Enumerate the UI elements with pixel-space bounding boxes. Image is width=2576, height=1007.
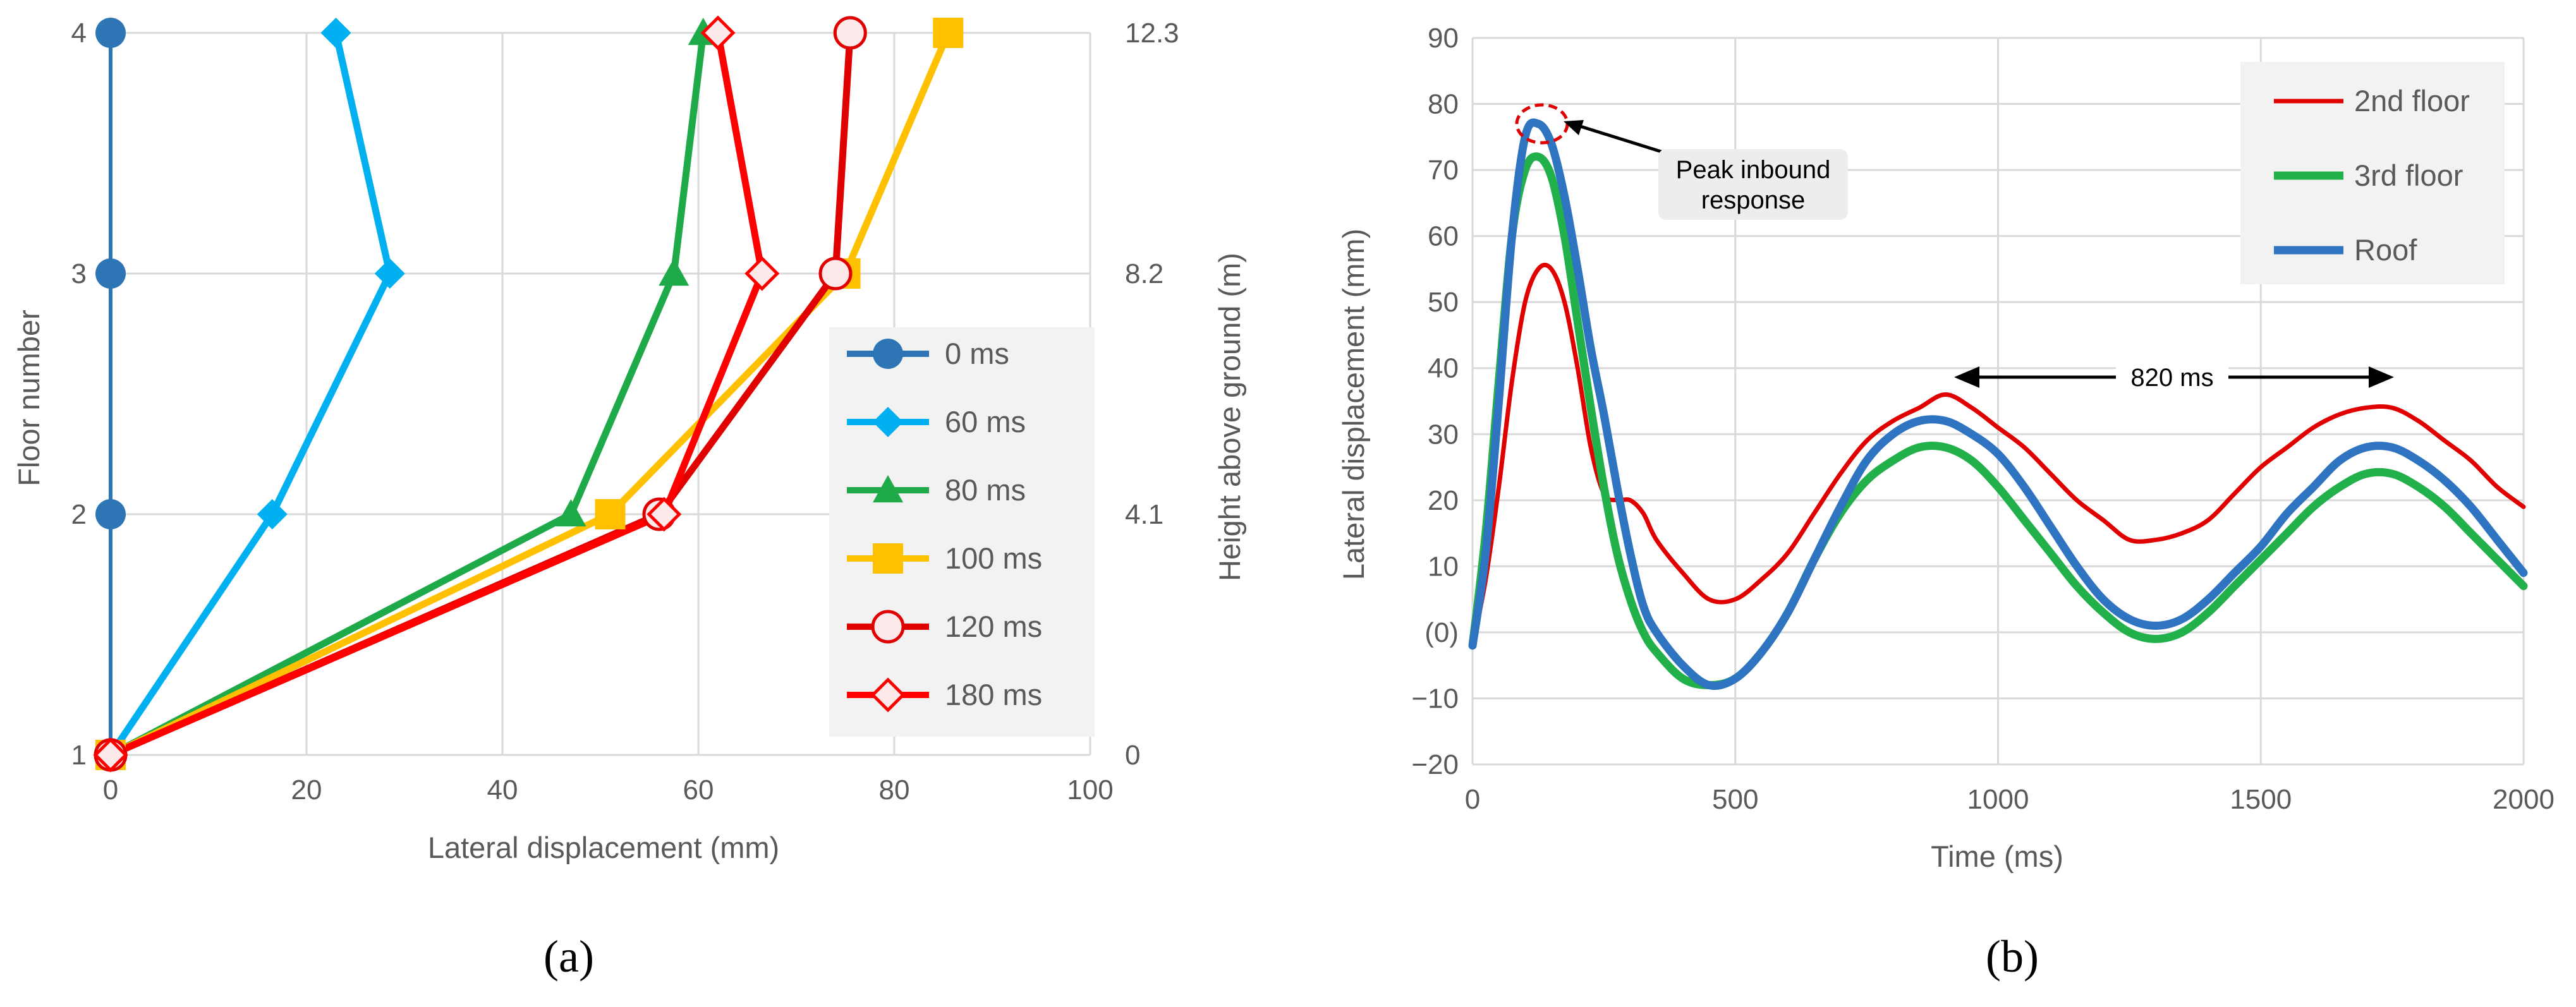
panel-a-series-line: [107, 32, 394, 757]
panel-b-y-tick-label: 80: [1428, 89, 1459, 120]
panel-a-y-right-tick-label: 8.2: [1125, 258, 1163, 289]
panel-a-legend-label: 80 ms: [945, 473, 1026, 507]
panel-b-caption: (b): [1986, 931, 2039, 982]
panel-b-y-tick-label: −20: [1411, 749, 1459, 780]
peak-arrow-head: [1564, 120, 1584, 135]
panel-b-series-line: [1468, 118, 2528, 690]
period-label: 820 ms: [2130, 364, 2213, 392]
panel-a-data-point: [818, 256, 853, 291]
panel-a-legend-marker: [873, 543, 903, 574]
panel-a-y-right-tick-label: 4.1: [1125, 499, 1163, 530]
panel-a-data-point: [93, 737, 128, 773]
peak-annotation-line1: Peak inbound: [1676, 156, 1831, 184]
panel-b-y-tick-label: 30: [1428, 419, 1459, 450]
panel-b-legend-label: 3rd floor: [2354, 159, 2463, 192]
panel-a-y-right-tick-label: 12.3: [1125, 18, 1179, 49]
panel-a-data-point: [374, 258, 405, 289]
panel-a-y-axis-right-label: Height above ground (m): [1213, 253, 1246, 581]
panel-b-x-tick-label: 1500: [2230, 784, 2292, 815]
panel-a-x-tick-label: 20: [291, 775, 322, 805]
panel-a-data-point: [95, 499, 126, 529]
panel-a-x-tick-label: 80: [879, 775, 910, 805]
panel-a-x-tick-label: 40: [487, 775, 518, 805]
panel-a-legend-label: 100 ms: [945, 541, 1042, 575]
panel-b-y-tick-label: 60: [1428, 221, 1459, 252]
panel-b-legend-label: Roof: [2354, 233, 2417, 267]
panel-a-legend-label: 180 ms: [945, 678, 1042, 711]
panel-a-data-point: [95, 18, 126, 48]
panel-b-x-tick-label: 0: [1465, 784, 1480, 815]
panel-b-chart: 0 500 1000 1500 2000 −20 −10 (0) 10 20 30 40 50 60 70 8…: [1337, 23, 2555, 982]
panel-a-data-point: [95, 258, 126, 289]
panel-a-caption: (a): [544, 931, 594, 982]
panel-b-y-tick-label: 70: [1428, 155, 1459, 186]
period-label-box: [2116, 358, 2228, 397]
panel-a-data-point: [647, 497, 682, 532]
panel-a-legend-box: [829, 327, 1095, 737]
panel-a-legend-label: 120 ms: [945, 610, 1042, 643]
panel-a-x-tick-label: 60: [683, 775, 714, 805]
panel-b-legend-label: 2nd floor: [2354, 84, 2470, 118]
panel-a-legend-marker: [870, 677, 906, 713]
panel-a-data-point: [933, 18, 964, 48]
panel-a-legend-label: 60 ms: [945, 405, 1026, 438]
panel-b-x-tick-label: 2000: [2493, 784, 2555, 815]
panel-a-legend-marker: [873, 475, 903, 503]
panel-b-y-tick-label: 10: [1428, 551, 1459, 582]
panel-b-y-tick-label: 20: [1428, 485, 1459, 516]
panel-a-data-point: [556, 499, 586, 527]
panel-a-y-tick-label: 4: [71, 18, 87, 49]
period-arrow-right-head: [2369, 366, 2394, 388]
panel-a-x-tick-label: 0: [103, 775, 118, 805]
panel-b-y-tick-label: (0): [1425, 617, 1459, 648]
panel-a-data-point: [595, 499, 626, 529]
panel-a-y-axis-label: Floor number: [12, 310, 46, 486]
panel-b-series-line: [1468, 152, 2528, 690]
panel-b-series-line: [1470, 262, 2526, 648]
peak-annotation-box: [1658, 149, 1848, 220]
panel-a-data-point: [659, 258, 690, 286]
panel-a-series-line: [109, 32, 766, 759]
panel-a-x-tick-label: 100: [1067, 775, 1113, 805]
panel-a-data-point: [700, 15, 736, 51]
period-arrow-left-head: [1954, 366, 1979, 388]
panel-a-data-point: [320, 18, 351, 48]
panel-a-y-tick-label: 2: [71, 499, 87, 530]
panel-b-x-tick-label: 1000: [1967, 784, 2029, 815]
panel-a-legend-marker: [871, 610, 905, 644]
panel-b-y-tick-label: 40: [1428, 353, 1459, 384]
panel-b-y-tick-label: 50: [1428, 287, 1459, 318]
peak-annotation-line2: response: [1701, 186, 1806, 214]
panel-a-series-line: [109, 32, 707, 758]
panel-a-y-right-tick-label: 0: [1125, 740, 1140, 771]
panel-b-y-tick-label: 90: [1428, 23, 1459, 54]
panel-a-legend-marker: [873, 339, 903, 369]
panel-b-y-tick-label: −10: [1411, 683, 1459, 714]
panel-a-data-point: [257, 499, 288, 529]
panel-b-x-tick-label: 500: [1712, 784, 1758, 815]
panel-a-legend-label: 0 ms: [945, 337, 1009, 370]
panel-a-legend-marker: [873, 407, 903, 437]
panel-a-y-tick-label: 3: [71, 258, 87, 289]
panel-b-x-axis-label: Time (ms): [1931, 840, 2063, 873]
panel-b-legend: 2nd floor 3rd floor Roof: [2240, 62, 2505, 284]
panel-a-x-axis-label: Lateral displacement (mm): [428, 831, 779, 864]
panel-a-series-line: [109, 31, 952, 758]
panel-a-y-tick-label: 1: [71, 740, 87, 771]
panel-a-legend: 0 ms 60 ms 80 ms 100 ms 120 ms 180 ms: [829, 327, 1095, 737]
panel-b-y-axis-label: Lateral displacement (mm): [1337, 229, 1370, 580]
panel-a-data-point: [833, 16, 867, 50]
panel-a-data-point: [744, 256, 780, 291]
